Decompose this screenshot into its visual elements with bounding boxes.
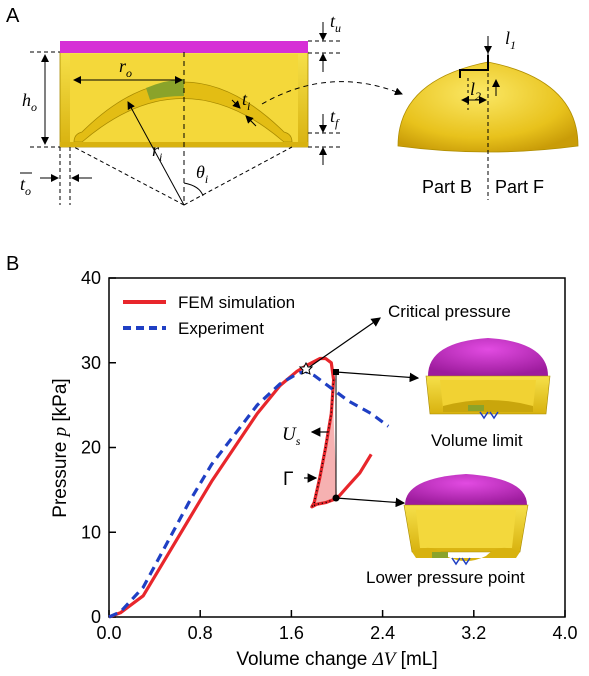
us-label: Us: [282, 424, 301, 448]
critical-star-marker: [298, 361, 314, 375]
experiment-line: [108, 369, 390, 619]
svg-text:ri: ri: [152, 140, 162, 164]
lower-pressure-marker: [332, 494, 340, 502]
annotations: [304, 317, 420, 508]
l1-label: l1: [505, 28, 516, 52]
legend: FEM simulation Experiment: [123, 293, 295, 338]
fem-simulation-line: [108, 356, 373, 619]
legend-exp-label: Experiment: [178, 319, 264, 338]
y-tick-label: 20: [81, 438, 101, 458]
y-tick-label: 10: [81, 522, 101, 542]
svg-text:tf: tf: [330, 106, 340, 130]
dimension-labels: tu ro ti ho ri tf θi to: [20, 11, 341, 198]
svg-text:ho: ho: [22, 90, 37, 114]
svg-text:θi: θi: [196, 162, 208, 186]
volume-limit-marker: [333, 369, 339, 375]
svg-text:ro: ro: [119, 56, 132, 80]
x-tick-label: 4.0: [552, 623, 577, 643]
svg-text:tu: tu: [330, 11, 341, 35]
panel-a-label: A: [6, 5, 20, 27]
part-b-label: Part B: [422, 177, 472, 197]
hysteresis-area: [311, 362, 337, 507]
x-tick-label: 1.6: [279, 623, 304, 643]
top-cap: [60, 41, 308, 53]
panel-b-label: B: [6, 253, 19, 275]
y-tick-label: 40: [81, 268, 101, 288]
svg-text:ti: ti: [242, 89, 250, 113]
lower-pressure-inset: [403, 474, 529, 566]
critical-pressure-label: Critical pressure: [388, 302, 511, 321]
volume-limit-label: Volume limit: [431, 431, 523, 450]
pressure-volume-plot: 0.0 0.8 1.6 2.4 3.2 4.0 0 10 20 30 40: [81, 268, 578, 643]
y-axis-label: Pressure p [kPa]: [50, 378, 71, 517]
y-tick-label: 0: [91, 607, 101, 627]
legend-fem-label: FEM simulation: [178, 293, 295, 312]
gamma-label: Γ: [283, 469, 293, 490]
y-tick-label: 30: [81, 353, 101, 373]
l2-label: l2: [470, 79, 481, 103]
volume-limit-inset: [425, 338, 551, 420]
gamma-boundary-dots: [310, 379, 338, 509]
x-tick-label: 3.2: [461, 623, 486, 643]
x-tick-label: 0.0: [96, 623, 121, 643]
dome-drawing: [397, 36, 579, 200]
svg-text:to: to: [20, 174, 31, 198]
dimension-lines: [30, 22, 403, 206]
x-axis-label: Volume change ΔV [mL]: [236, 649, 437, 670]
x-tick-label: 2.4: [370, 623, 395, 643]
part-f-label: Part F: [495, 177, 544, 197]
x-tick-label: 0.8: [188, 623, 213, 643]
lower-pressure-label: Lower pressure point: [366, 568, 525, 587]
